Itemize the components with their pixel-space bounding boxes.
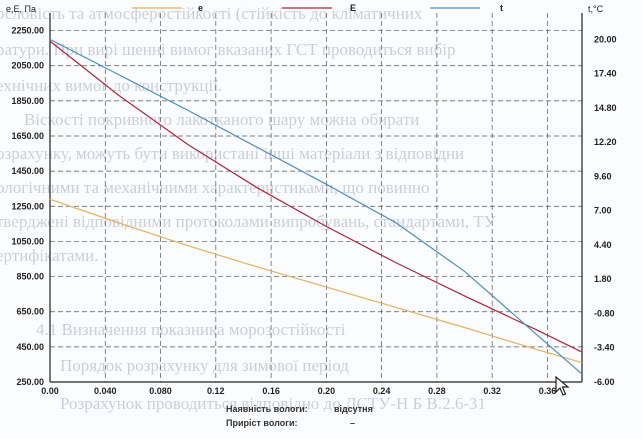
left-y-axis-title: e,E, Па: [6, 4, 36, 14]
right-y-tick-label: -0.80: [594, 308, 615, 318]
legend-label-t: t: [500, 3, 503, 13]
right-y-tick-label: 12.20: [594, 137, 617, 147]
moisture-increase-value: –: [350, 418, 356, 428]
series-line-E: [49, 40, 583, 353]
right-y-tick-label: -6.00: [594, 377, 615, 387]
left-y-tick-label: 2250.00: [11, 26, 44, 36]
left-y-tick-label: 1450.00: [11, 166, 44, 176]
chart-axes: [49, 13, 583, 383]
moisture-presence-label: Наявність вологи:: [226, 404, 308, 414]
x-tick-label: 0.16: [262, 386, 280, 396]
right-y-axis-title: t,°C: [588, 4, 604, 14]
x-tick-label: 0.12: [207, 386, 225, 396]
right-y-tick-label: 14.80: [594, 103, 617, 113]
left-y-tick-label: 2050.00: [11, 61, 44, 71]
left-y-tick-label: 250.00: [16, 377, 44, 387]
left-y-tick-label: 450.00: [16, 342, 44, 352]
series-line-e: [49, 198, 583, 364]
right-y-tick-label: 7.00: [594, 206, 612, 216]
x-tick-label: 0.00: [41, 386, 59, 396]
x-tick-label: 0.20: [318, 386, 336, 396]
left-y-tick-label: 1650.00: [11, 131, 44, 141]
right-y-tick-label: 20.00: [594, 34, 617, 44]
left-y-axis-ticks: 2250.00 2050.00 1850.00 1650.00 1450.00 1250.…: [11, 26, 44, 387]
right-y-tick-label: 1.80: [594, 274, 612, 284]
mouse-pointer-icon: [555, 376, 570, 396]
right-y-tick-label: 4.40: [594, 240, 612, 250]
left-y-tick-label: 1250.00: [11, 201, 44, 211]
moisture-increase-label: Приріст вологи:: [226, 418, 298, 428]
right-y-tick-label: 9.60: [594, 171, 612, 181]
chart-grid: [50, 13, 582, 383]
right-y-tick-label: 17.40: [594, 69, 617, 79]
legend-label-e: e: [198, 3, 203, 13]
left-y-tick-label: 850.00: [16, 272, 44, 282]
left-y-tick-label: 1850.00: [11, 96, 44, 106]
right-y-axis-ticks: 20.00 17.40 14.80 12.20 9.60 7.00 4.40 1.80 -0.8…: [594, 34, 617, 387]
x-tick-label: 0.32: [483, 386, 501, 396]
left-y-tick-label: 1050.00: [11, 236, 44, 246]
x-tick-label: 0.24: [373, 386, 391, 396]
chart-series: [49, 38, 583, 375]
left-y-tick-label: 650.00: [16, 307, 44, 317]
right-y-tick-label: -3.40: [594, 343, 615, 353]
x-axis-ticks: 0.00 0.040 0.080 0.12 0.16 0.20 0.24 0.28 0.32 0.…: [41, 386, 556, 396]
x-tick-label: 0.040: [94, 386, 117, 396]
x-tick-label: 0.080: [149, 386, 172, 396]
x-tick-label: 0.36: [539, 386, 557, 396]
moisture-presence-value: відсутня: [334, 404, 373, 414]
legend-label-E: E: [350, 3, 356, 13]
series-line-t: [49, 38, 583, 375]
x-tick-label: 0.28: [428, 386, 446, 396]
